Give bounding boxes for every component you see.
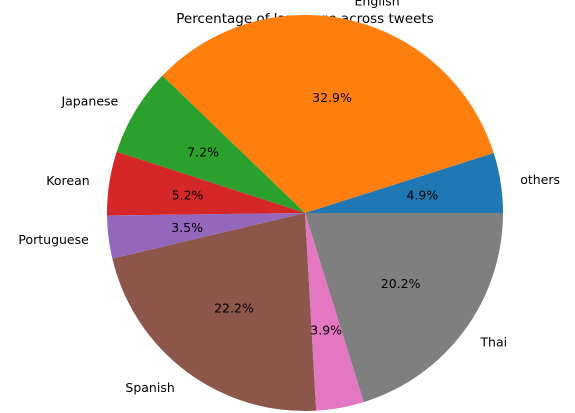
pie-percent-thai: 20.2%: [381, 276, 421, 291]
pie-label-korean: Korean: [46, 173, 89, 188]
pie-percent-spanish: 22.2%: [214, 301, 254, 316]
pie-label-portuguese: Portuguese: [18, 232, 89, 247]
pie-slices: [107, 15, 503, 411]
pie-percent-portuguese: 3.5%: [171, 220, 203, 235]
pie-label-japanese: Japanese: [60, 93, 118, 108]
pie-percent-others: 4.9%: [407, 187, 439, 202]
pie-label-others: others: [520, 172, 560, 187]
pie-percent-korean: 5.2%: [172, 188, 204, 203]
pie-label-spanish: Spanish: [125, 380, 174, 395]
pie-label-thai: Thai: [479, 335, 507, 350]
pie-percent-japanese: 7.2%: [187, 144, 219, 159]
pie-percent-english: 32.9%: [312, 90, 352, 105]
pie-percent-indonesian: 3.9%: [310, 322, 342, 337]
pie-label-english: English: [355, 0, 400, 8]
